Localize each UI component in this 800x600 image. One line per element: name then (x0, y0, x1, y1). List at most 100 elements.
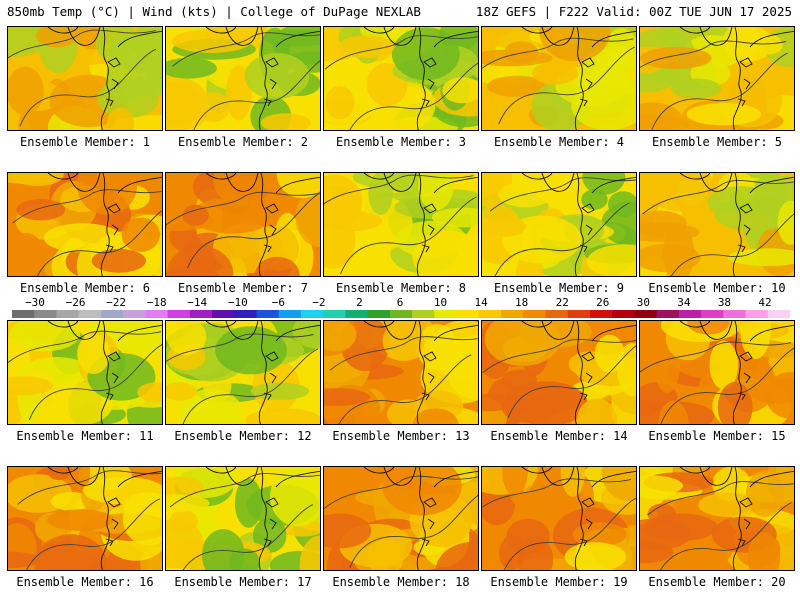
colorbar-segment (323, 310, 346, 318)
temperature-field (482, 467, 636, 570)
ensemble-member-caption: Ensemble Member: 1 (19, 135, 151, 149)
ensemble-member-caption: Ensemble Member: 18 (332, 575, 470, 589)
colorbar-segment (123, 310, 146, 318)
colorbar-segment (367, 310, 391, 318)
colorbar-segment (589, 310, 613, 318)
colorbar-segment (167, 310, 191, 318)
temperature-field (324, 467, 478, 570)
colorbar-segment (278, 310, 302, 318)
colorbar-tick-label: 2 (356, 296, 363, 309)
colorbar-segment (212, 310, 235, 318)
ensemble-member-caption: Ensemble Member: 7 (177, 281, 309, 295)
temperature-field (8, 173, 162, 276)
colorbar-segment (56, 310, 80, 318)
ensemble-member-caption: Ensemble Member: 2 (177, 135, 309, 149)
colorbar-segment (745, 310, 769, 318)
colorbar-tick-label: −14 (187, 296, 208, 309)
colorbar-tick-label: 22 (555, 296, 569, 309)
ensemble-member-caption: Ensemble Member: 10 (648, 281, 786, 295)
ensemble-member-map (323, 172, 479, 277)
colorbar-segment (545, 310, 569, 318)
temperature-field (166, 27, 320, 130)
temperature-field (324, 321, 478, 424)
colorbar-segment (412, 310, 435, 318)
colorbar-segment (456, 310, 480, 318)
ensemble-member-caption: Ensemble Member: 20 (648, 575, 786, 589)
ensemble-member-caption: Ensemble Member: 12 (174, 429, 312, 443)
colorbar-segment (523, 310, 546, 318)
temperature-field (640, 321, 794, 424)
ensemble-member-map (481, 26, 637, 131)
valid-time-label: 18Z GEFS | F222 Valid: 00Z TUE JUN 17 20… (475, 4, 792, 19)
ensemble-member-map (165, 172, 321, 277)
ensemble-member-caption: Ensemble Member: 11 (16, 429, 154, 443)
colorbar-tick-label: −30 (25, 296, 45, 309)
ensemble-member-map (7, 172, 163, 277)
ensemble-member-caption: Ensemble Member: 14 (490, 429, 628, 443)
temperature-field (482, 173, 636, 276)
ensemble-member-map (481, 320, 637, 425)
ensemble-member-caption: Ensemble Member: 17 (174, 575, 312, 589)
colorbar-tick-label: −18 (146, 296, 167, 309)
ensemble-member-map (323, 320, 479, 425)
colorbar-tick-label: 34 (677, 296, 691, 309)
temperature-field (482, 321, 636, 424)
temperature-field (324, 27, 478, 130)
colorbar-tick-label: −6 (271, 296, 285, 309)
colorbar-segment (12, 310, 35, 318)
ensemble-member-map (165, 320, 321, 425)
colorbar-segment (300, 310, 324, 318)
colorbar-tick-label: 42 (758, 296, 772, 309)
colorbar-segment (234, 310, 258, 318)
colorbar-tick-label: 26 (596, 296, 610, 309)
map-title: 850mb Temp (°C) | Wind (kts) | College o… (7, 4, 421, 19)
colorbar-segment (678, 310, 702, 318)
ensemble-member-map (323, 26, 479, 131)
temperature-field (640, 27, 794, 130)
temperature-field (8, 467, 162, 570)
temperature-field (8, 27, 162, 130)
ensemble-member-caption: Ensemble Member: 3 (335, 135, 467, 149)
colorbar-segment (478, 310, 502, 318)
colorbar-segment (389, 310, 413, 318)
colorbar-segment (34, 310, 57, 318)
ensemble-member-map (323, 466, 479, 571)
colorbar-segment (634, 310, 658, 318)
colorbar-segment (256, 310, 280, 318)
temperature-field (324, 173, 478, 276)
colorbar-tick-label: 30 (636, 296, 650, 309)
ensemble-member-map (7, 466, 163, 571)
temperature-field (482, 27, 636, 130)
colorbar-segment (189, 310, 213, 318)
ensemble-member-map (639, 466, 795, 571)
colorbar-tick-label: 6 (396, 296, 404, 309)
ensemble-member-caption: Ensemble Member: 16 (16, 575, 154, 589)
colorbar-segment (501, 310, 524, 318)
temperature-field (8, 321, 162, 424)
ensemble-member-caption: Ensemble Member: 13 (332, 429, 470, 443)
colorbar-segment (723, 310, 747, 318)
ensemble-member-caption: Ensemble Member: 6 (19, 281, 151, 295)
ensemble-member-caption: Ensemble Member: 9 (493, 281, 625, 295)
colorbar-strip (12, 310, 790, 318)
colorbar-tick-label: 14 (474, 296, 488, 309)
ensemble-member-map (165, 26, 321, 131)
colorbar-segment (612, 310, 635, 318)
colorbar-segment (767, 310, 790, 318)
ensemble-member-caption: Ensemble Member: 19 (490, 575, 628, 589)
ensemble-member-map (481, 172, 637, 277)
colorbar-segment (567, 310, 591, 318)
colorbar-tick-label: 38 (717, 296, 732, 309)
temperature-colorbar: −30 −26 −22 −18 −14 −10 −6 −2 2 6 10 14 18 22 26 30 34 38… (0, 296, 800, 322)
colorbar-tick-label: −2 (312, 296, 326, 309)
ensemble-member-map (639, 320, 795, 425)
ensemble-member-map (639, 26, 795, 131)
colorbar-segment (345, 310, 369, 318)
temperature-field (640, 467, 794, 570)
colorbar-tick-label: 10 (433, 296, 448, 309)
temperature-field (166, 321, 320, 424)
ensemble-member-map (639, 172, 795, 277)
ensemble-member-map (7, 320, 163, 425)
colorbar-tick-label: −26 (65, 296, 86, 309)
colorbar-segment (145, 310, 169, 318)
